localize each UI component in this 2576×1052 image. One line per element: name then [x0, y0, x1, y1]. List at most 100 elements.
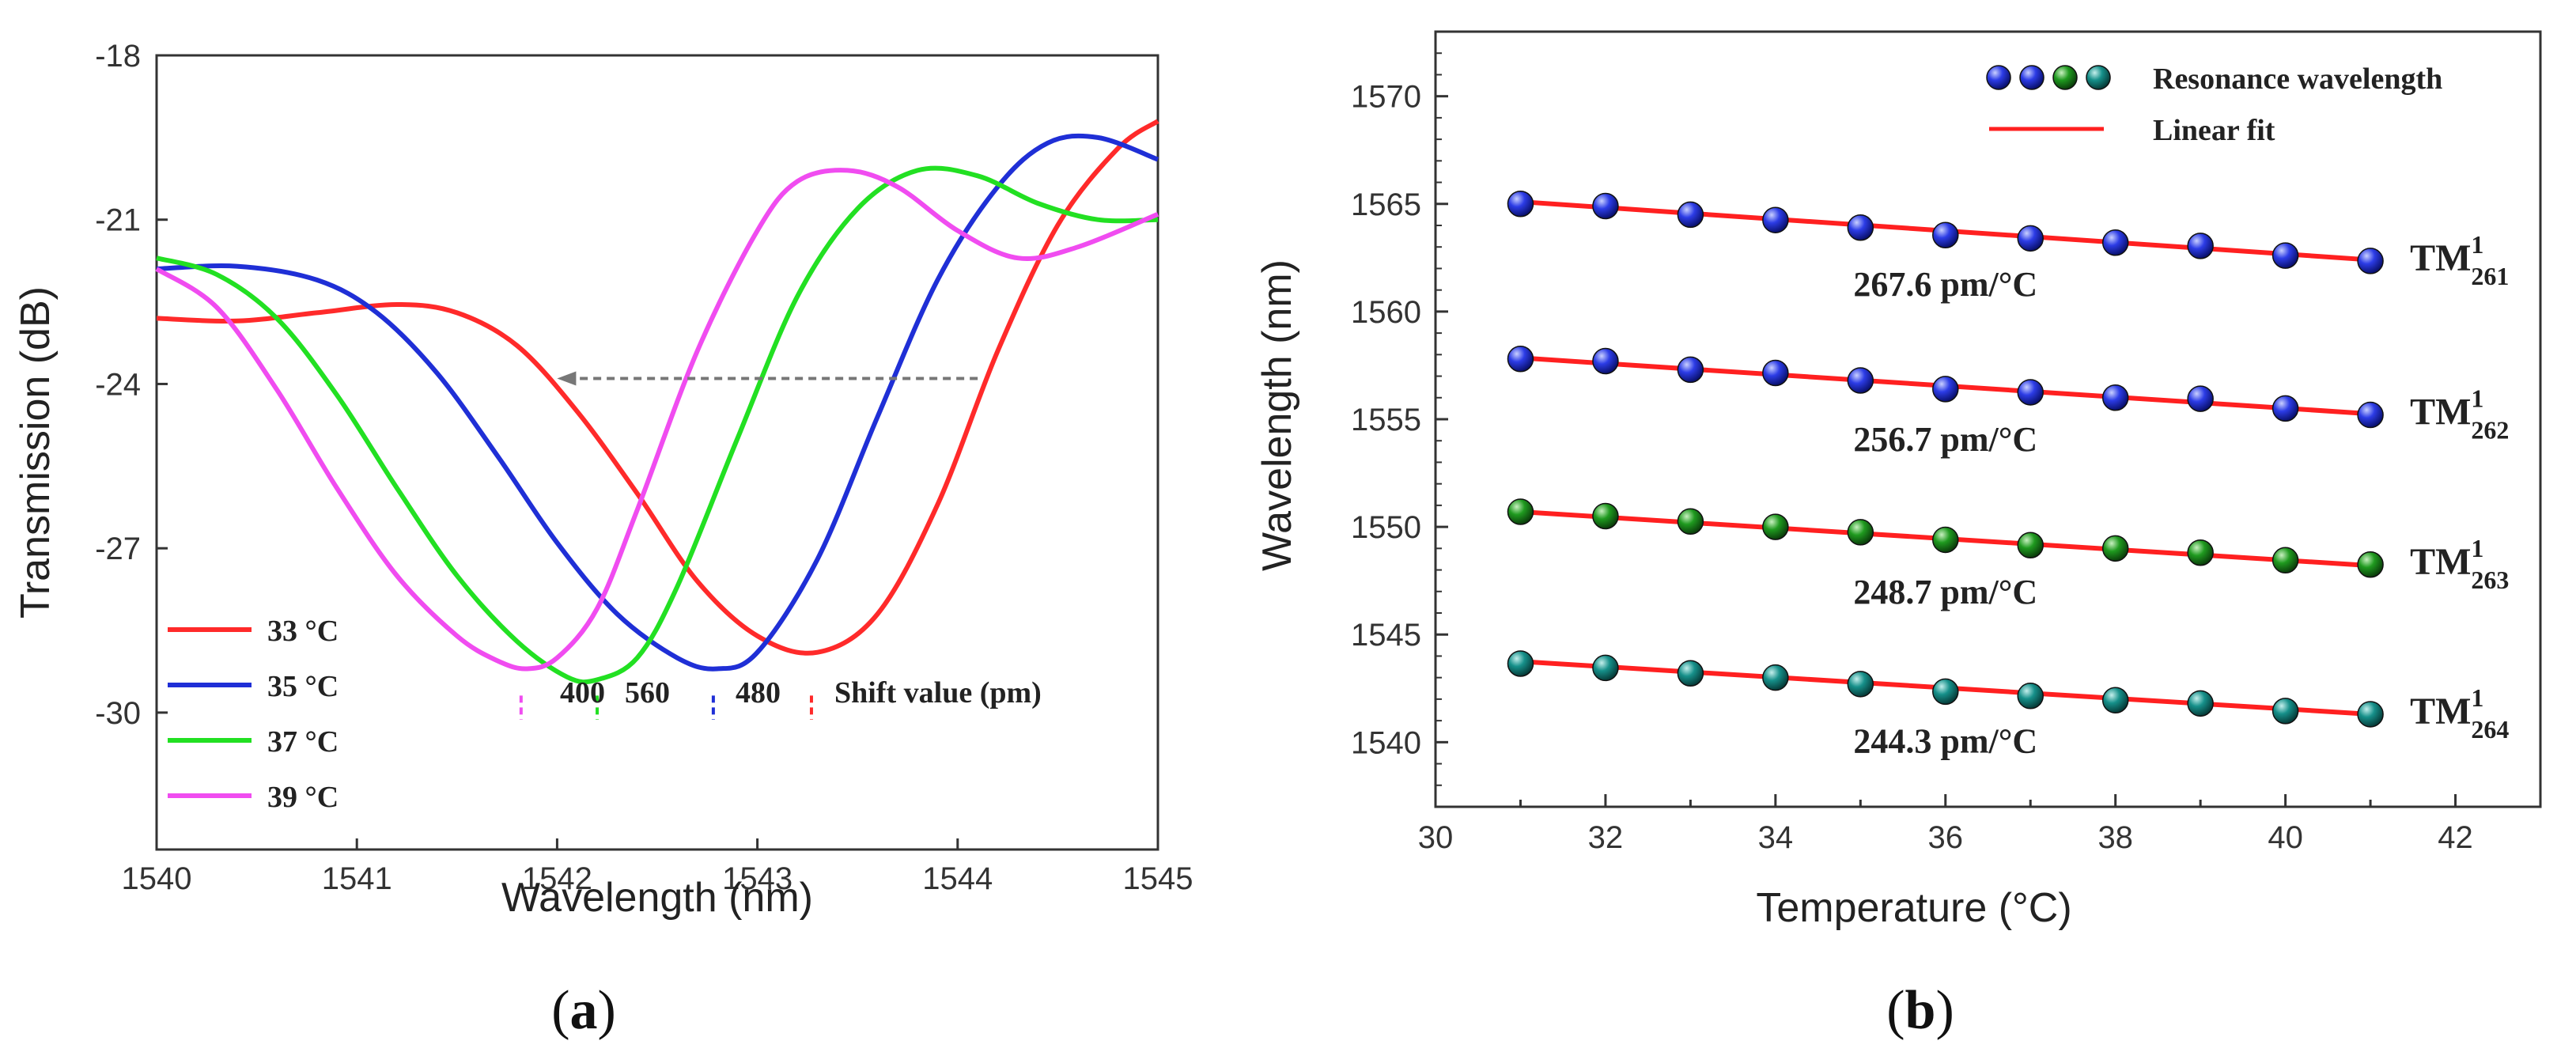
resonance-point [1762, 206, 1789, 233]
resonance-point [1592, 347, 1619, 375]
legend-marker [2086, 65, 2111, 90]
x-tick-label: 1542 [522, 861, 592, 896]
panel-a-transmission-chart: 1540 1541 1542 1543 1544 1545 -18 -21 -24 -27 -30… [13, 39, 1193, 1041]
mode-superscript: 1 [2471, 384, 2483, 413]
y-tick-label: -24 [95, 367, 141, 402]
mode-subscript: 263 [2471, 566, 2509, 594]
x-tick-label: 38 [2097, 820, 2133, 855]
panel-a-shift-markers [519, 695, 813, 720]
resonance-point [2017, 379, 2044, 406]
mode-subscript: 264 [2471, 715, 2509, 744]
panel-b-letter: b [1905, 980, 1936, 1041]
resonance-point [2187, 690, 2214, 717]
legend-marker [1986, 65, 2011, 90]
resonance-point [1847, 214, 1874, 241]
resonance-point [1677, 660, 1704, 687]
mode-label: TM1 263 [2410, 534, 2509, 594]
panel-a-plot-frame [155, 54, 1159, 851]
resonance-point [1932, 221, 1959, 248]
resonance-point [1507, 346, 1534, 373]
resonance-point [2357, 551, 2384, 578]
mode-subscript: 261 [2471, 262, 2509, 290]
x-tick-label: 34 [1758, 820, 1794, 855]
resonance-point [2101, 229, 2129, 256]
panel-b-label: (b) [1886, 980, 1954, 1041]
shift-arrow-head [557, 371, 577, 386]
resonance-point [2101, 687, 2129, 713]
y-tick-label: -30 [95, 696, 141, 731]
shift-label-480: 480 [736, 676, 781, 710]
x-tick-label: 1544 [922, 861, 993, 896]
panel-a-legend: 33 °C 35 °C 37 °C 39 °C [168, 615, 339, 814]
mode-label: TM1 261 [2410, 230, 2509, 290]
legend-entry: 35 °C [267, 670, 339, 703]
panel-a-y-ticks: -18 -21 -24 -27 -30 [95, 39, 168, 731]
x-tick-label: 1545 [1123, 861, 1193, 896]
resonance-point [2357, 401, 2384, 429]
resonance-point [2187, 385, 2214, 412]
y-tick-label: 1570 [1351, 80, 1421, 115]
resonance-point [2017, 532, 2044, 558]
resonance-point [1932, 376, 1959, 403]
resonance-point [1677, 356, 1704, 384]
mode-name: TM [2410, 541, 2471, 583]
resonance-point [1592, 654, 1619, 682]
legend-entry: 39 °C [267, 781, 339, 814]
x-tick-label: 40 [2268, 820, 2303, 855]
y-tick-label: -21 [95, 203, 141, 238]
y-tick-label: 1560 [1351, 295, 1421, 330]
panel-a-y-axis-title: Transmission (dB) [13, 286, 59, 619]
transmission-curve [156, 133, 1159, 672]
resonance-point [2187, 233, 2214, 259]
resonance-point [2017, 225, 2044, 252]
y-tick-label: 1545 [1351, 618, 1421, 653]
mode-name: TM [2410, 237, 2471, 279]
panel-a-x-axis-title: Wavelength (nm) [501, 875, 813, 921]
legend-marker [2052, 65, 2078, 90]
y-tick-label: -18 [95, 39, 141, 74]
mode-superscript: 1 [2471, 534, 2483, 562]
y-tick-label: 1540 [1351, 725, 1421, 760]
shift-caption: Shift value (pm) [834, 676, 1042, 710]
resonance-point [2271, 395, 2299, 422]
x-tick-label: 1541 [322, 861, 392, 896]
resonance-point [2357, 248, 2384, 274]
mode-label: TM1 262 [2410, 384, 2509, 445]
shift-label-400: 400 [560, 676, 605, 710]
panel-a-letter: a [570, 980, 598, 1041]
panel-a-shift-arrow [557, 371, 978, 386]
panel-b-y-ticks: 1540 1545 1550 1555 1560 1565 1570 [1351, 52, 1448, 786]
mode-subscript: 262 [2471, 416, 2509, 445]
x-tick-label: 36 [1928, 820, 1964, 855]
mode-superscript: 1 [2471, 230, 2483, 259]
shift-label-560: 560 [625, 676, 670, 710]
resonance-point [2187, 539, 2214, 566]
mode-label: TM1 264 [2410, 683, 2509, 744]
resonance-point [2271, 698, 2299, 725]
y-tick-label: 1550 [1351, 510, 1421, 545]
resonance-point [1762, 664, 1789, 691]
panel-b-x-axis-title: Temperature (°C) [1756, 885, 2071, 931]
resonance-point [1507, 650, 1534, 677]
transmission-curve [156, 165, 1159, 685]
y-tick-label: 1565 [1351, 187, 1421, 222]
resonance-point [1592, 192, 1619, 220]
resonance-point [2101, 535, 2129, 562]
x-tick-label: 30 [1418, 820, 1454, 855]
resonance-point [1762, 513, 1789, 540]
slope-label: 267.6 pm/°C [1853, 265, 2037, 304]
transmission-curve [155, 168, 1159, 672]
resonance-point [2101, 384, 2129, 411]
x-tick-label: 1543 [722, 861, 792, 896]
x-tick-label: 1540 [122, 861, 192, 896]
resonance-point [1677, 201, 1704, 229]
legend-marker [2019, 65, 2045, 90]
resonance-point [1932, 678, 1959, 706]
resonance-point [1847, 367, 1874, 394]
resonance-point [1847, 671, 1874, 698]
y-tick-label: -27 [95, 532, 141, 566]
panel-a-series [155, 119, 1159, 685]
panel-b-y-axis-title: Wavelength (nm) [1254, 259, 1300, 571]
